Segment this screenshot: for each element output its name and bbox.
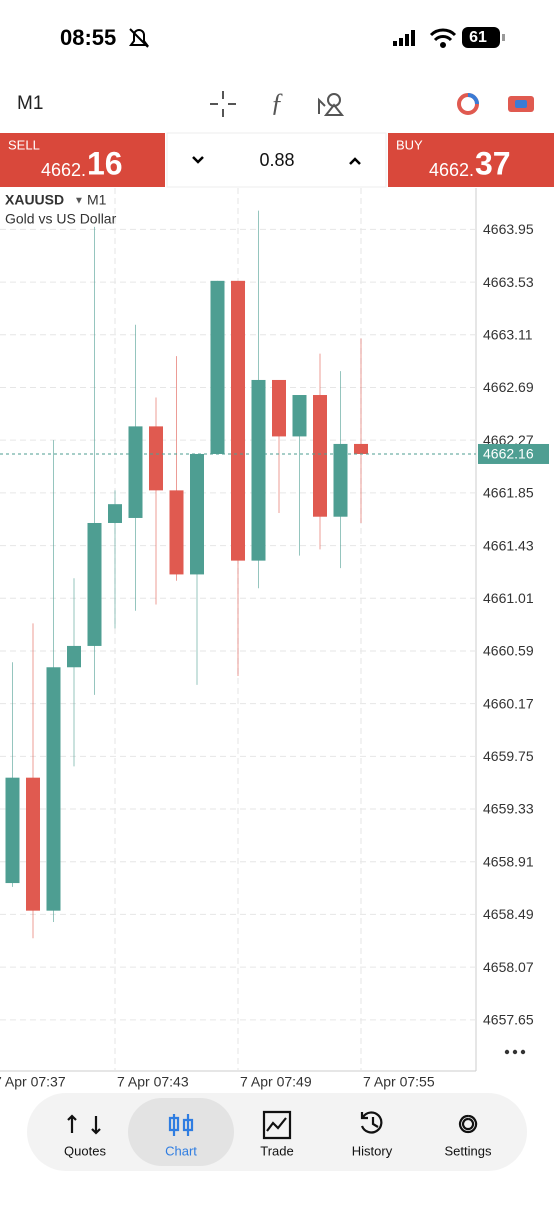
y-tick-label: 4663.95	[483, 221, 534, 237]
y-tick-label: 4661.01	[483, 590, 534, 606]
tab-bar	[27, 1093, 527, 1171]
candle-body	[251, 379, 266, 561]
nav: Quotes Chart Trade History Settings	[64, 1098, 492, 1166]
more-button[interactable]	[504, 1049, 526, 1055]
volume-box	[166, 132, 387, 188]
y-tick-label: 4658.91	[483, 853, 534, 869]
sell-price-main: 4662.	[41, 160, 86, 180]
y-tick-label: 4661.43	[483, 537, 534, 553]
sell-label: SELL	[8, 137, 40, 152]
candle-body	[5, 777, 20, 884]
objects-button[interactable]	[318, 93, 345, 116]
buy-price-main: 4662.	[429, 160, 474, 180]
candle-body	[313, 395, 327, 517]
y-tick-label: 4663.53	[483, 274, 534, 290]
candle-body	[26, 777, 40, 911]
y-tick-label: 4663.11	[483, 326, 533, 342]
tab-icon[interactable]	[262, 1110, 292, 1140]
candle-body	[292, 395, 307, 437]
battery	[462, 27, 500, 48]
y-tick-label: 4662.69	[483, 379, 534, 395]
x-tick-label: 7 Apr 07:55	[363, 1074, 435, 1090]
y-tick-label: 4658.49	[483, 906, 534, 922]
wifi-icon	[429, 28, 457, 48]
timeframe-button[interactable]: M1	[17, 93, 43, 114]
increase-button[interactable]	[349, 157, 361, 165]
candle-body	[87, 522, 102, 646]
tab-label[interactable]: Quotes	[64, 1143, 106, 1158]
tab-icon[interactable]	[168, 1114, 194, 1136]
y-tick-label: 4661.85	[483, 485, 534, 501]
tab-highlight	[128, 1098, 234, 1166]
candle-body	[67, 645, 81, 668]
y-tick-label: 4659.75	[483, 748, 534, 764]
chart-timeframe: M1	[87, 192, 107, 208]
chart: 4657.65 4658.07 4658.49 4658.91 4659.33 4659.…	[0, 188, 549, 1090]
candle-body	[272, 379, 286, 437]
account-button[interactable]	[457, 93, 479, 115]
indicators-button[interactable]: ƒ	[271, 88, 284, 117]
y-tick-label: 4658.07	[483, 959, 534, 975]
buy-label: BUY	[396, 137, 423, 152]
candle-body	[190, 453, 204, 575]
x-tick-label: 7 Apr 07:37	[0, 1074, 66, 1090]
sell-price-pips: 16	[87, 145, 123, 181]
candle-body	[169, 490, 184, 575]
clock: 08:55	[60, 25, 116, 50]
dropdown-arrow[interactable]: ▼	[74, 196, 84, 207]
battery-tip	[502, 34, 505, 41]
candle-body	[128, 426, 143, 518]
battery-level: 61	[469, 29, 487, 46]
y-tick-label: 4660.17	[483, 695, 534, 711]
tab-icon[interactable]	[67, 1114, 101, 1135]
signal-icon	[393, 30, 415, 46]
candle-body	[108, 504, 122, 523]
candle-body	[333, 443, 348, 517]
y-tick-label: 4659.33	[483, 801, 534, 817]
tab-label[interactable]: History	[352, 1143, 393, 1158]
tab-label[interactable]: Trade	[260, 1143, 293, 1158]
y-tick-label: 4657.65	[483, 1012, 534, 1028]
x-tick-label: 7 Apr 07:49	[240, 1074, 312, 1090]
candle-body	[354, 443, 368, 454]
buy-button[interactable]	[388, 133, 554, 187]
tab-label[interactable]: Chart	[165, 1143, 197, 1158]
crosshair-button[interactable]	[210, 91, 236, 117]
y-tick-label: 4660.59	[483, 643, 534, 659]
trade-button[interactable]	[508, 96, 534, 112]
tab-icon[interactable]	[360, 1111, 383, 1134]
symbol: XAUUSD	[5, 192, 64, 208]
sell-button[interactable]	[0, 133, 165, 187]
tab-icon[interactable]	[459, 1114, 478, 1134]
price-tag	[478, 443, 549, 464]
x-tick-label: 7 Apr 07:43	[117, 1074, 189, 1090]
tab-label[interactable]: Settings	[445, 1143, 492, 1158]
y-tick-label: 4662.27	[483, 432, 534, 448]
candle-body	[231, 280, 245, 561]
decrease-button[interactable]	[192, 156, 204, 164]
price-tag-label: 4662.16	[483, 446, 534, 462]
symbol-description: Gold vs US Dollar	[5, 211, 117, 227]
candle-body	[149, 426, 163, 491]
volume[interactable]: 0.88	[259, 150, 294, 170]
bell-off-icon	[129, 28, 149, 48]
buy-price-pips: 37	[475, 145, 511, 181]
candle-body	[46, 667, 61, 911]
candle-body	[210, 280, 225, 454]
